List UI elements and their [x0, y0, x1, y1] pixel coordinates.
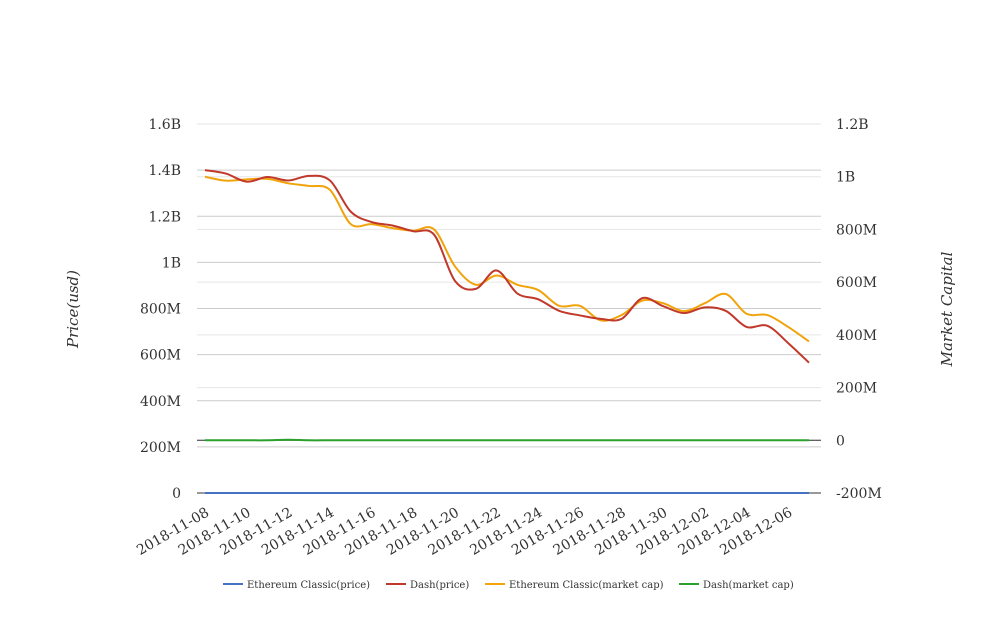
- legend-label: Ethereum Classic(market cap): [509, 580, 664, 591]
- series-line-ethereum-classic-market-cap: [204, 175, 810, 343]
- right-tick-label: 600M: [836, 275, 877, 291]
- legend-label: Dash(price): [410, 580, 469, 591]
- right-axis-title: Market Capital: [938, 251, 956, 367]
- right-axis-ticks: -200M 0 200M 400M 600M 800M 1B 1.2B: [836, 117, 882, 502]
- legend-label: Dash(market cap): [703, 580, 794, 591]
- left-tick-label: 0: [172, 486, 181, 502]
- right-tick-label: 0: [836, 433, 845, 449]
- left-tick-label: 600M: [140, 348, 181, 364]
- right-tick-label: 1B: [836, 170, 855, 186]
- left-axis-ticks: 0 200M 400M 600M 800M 1B 1.2B 1.4B 1.6B: [140, 117, 181, 502]
- series-line-dash-price: [204, 169, 810, 364]
- left-axis-title: Price(usd): [64, 270, 82, 349]
- left-tick-label: 1.2B: [148, 209, 181, 225]
- right-tick-label: 1.2B: [836, 117, 869, 133]
- right-tick-label: 800M: [836, 222, 877, 238]
- left-tick-label: 800M: [140, 302, 181, 318]
- right-tick-label: 400M: [836, 328, 877, 344]
- legend: Ethereum Classic(price) Dash(price) Ethere…: [223, 580, 794, 591]
- series-line-dash-market-cap: [204, 438, 809, 442]
- x-axis-ticks: 2018-11-082018-11-102018-11-122018-11-14…: [134, 505, 795, 559]
- left-tick-label: 1B: [162, 255, 181, 271]
- left-tick-label: 1.4B: [148, 163, 181, 179]
- left-tick-label: 400M: [140, 394, 181, 410]
- series-layer: [204, 169, 810, 495]
- right-tick-label: 200M: [836, 381, 877, 397]
- legend-label: Ethereum Classic(price): [247, 580, 370, 591]
- left-tick-label: 1.6B: [148, 117, 181, 133]
- left-tick-label: 200M: [140, 440, 181, 456]
- right-tick-label: -200M: [836, 486, 882, 502]
